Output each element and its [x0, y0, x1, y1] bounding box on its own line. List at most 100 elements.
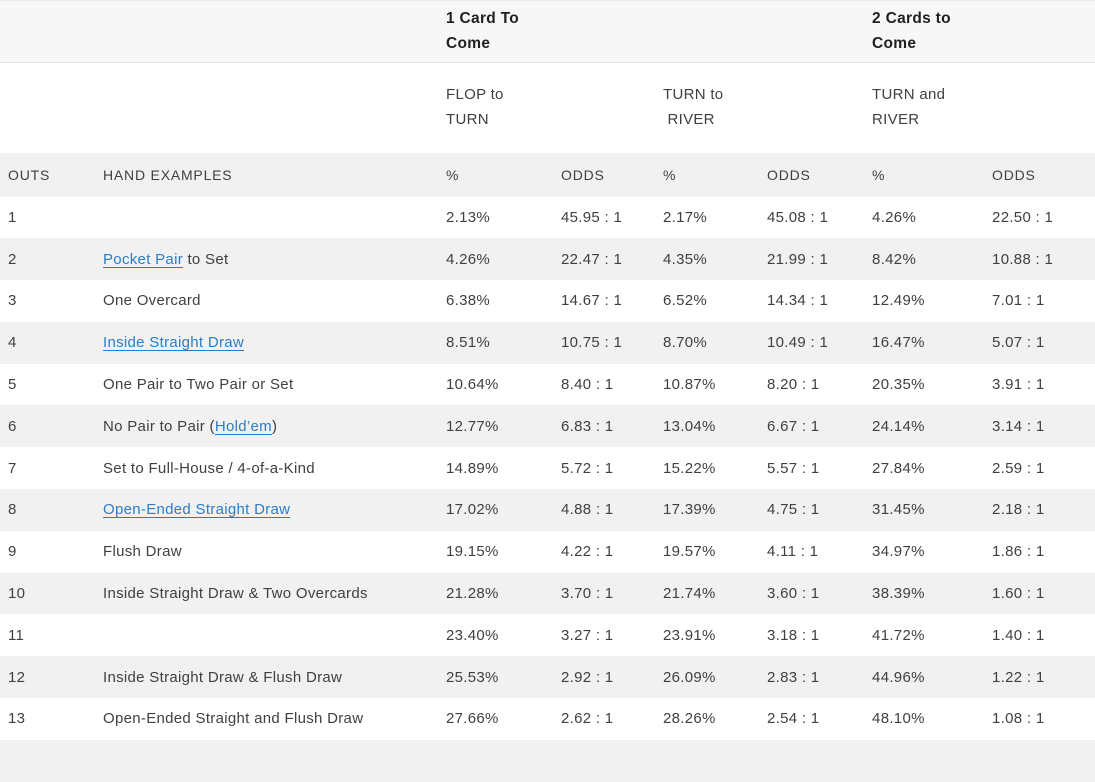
outs-cell: 3	[8, 292, 17, 310]
table-row: 2 Pocket Pair to Set 4.26% 22.47 : 1 4.3…	[0, 238, 1095, 281]
pct-turn-and-river-cell: 31.45%	[872, 501, 925, 519]
hand-example-text: )	[271, 417, 278, 435]
table-row	[0, 739, 1095, 782]
pct-turn-river-cell: 17.39%	[663, 501, 716, 519]
column-header-odds-turn-river: ODDS	[767, 166, 811, 183]
pct-turn-river-cell: 28.26%	[663, 710, 716, 728]
odds-turn-and-river-cell: 22.50 : 1	[992, 208, 1054, 226]
hand-example-cell: Inside Straight Draw & Two Overcards	[95, 573, 438, 615]
column-header-pct-turn-river: %	[663, 166, 677, 183]
outs-cell: 10	[8, 585, 26, 603]
pct-turn-and-river-cell: 12.49%	[872, 292, 925, 310]
hand-example-text: Inside Straight Draw & Flush Draw	[103, 668, 343, 686]
odds-turn-and-river-cell: 5.07 : 1	[992, 334, 1045, 352]
hand-example-text: Inside Straight Draw & Two Overcards	[103, 585, 368, 603]
hand-example-cell: One Overcard	[95, 280, 438, 322]
pct-turn-and-river-cell: 16.47%	[872, 334, 925, 352]
odds-flop-turn-cell: 8.40 : 1	[561, 376, 614, 394]
group-header-two-cards: 2 Cards to Come	[864, 0, 1095, 63]
hand-example-cell: Inside Straight Draw	[95, 322, 438, 364]
pct-turn-river-cell: 19.57%	[663, 543, 716, 561]
table-row: 12 Inside Straight Draw & Flush Draw 25.…	[0, 656, 1095, 699]
pct-flop-turn-cell: 8.51%	[446, 334, 491, 352]
column-header-pct-turn-and-river: %	[872, 166, 886, 183]
column-header-odds-flop-turn: ODDS	[561, 166, 605, 183]
clipped-next-row	[0, 739, 1095, 782]
pct-flop-turn-cell: 14.89%	[446, 459, 499, 477]
odds-turn-and-river-cell: 1.22 : 1	[992, 668, 1045, 686]
odds-flop-turn-cell: 45.95 : 1	[561, 208, 623, 226]
odds-flop-turn-cell: 22.47 : 1	[561, 250, 623, 268]
odds-turn-river-cell: 5.57 : 1	[767, 459, 820, 477]
turn-to-river-label: TURN to RIVER	[663, 86, 724, 128]
hand-example-text: Set to Full-House / 4-of-a-Kind	[103, 459, 315, 477]
hand-example-text: One Overcard	[103, 292, 201, 310]
odds-flop-turn-cell: 4.22 : 1	[561, 543, 614, 561]
hand-example-link[interactable]: Hold’em	[214, 417, 272, 435]
column-header-hand-examples: HAND EXAMPLES	[103, 166, 233, 183]
outs-cell: 5	[8, 376, 17, 394]
hand-example-cell: Open-Ended Straight Draw	[95, 489, 438, 531]
table-row: 13 Open-Ended Straight and Flush Draw 27…	[0, 698, 1095, 740]
hand-example-text: Flush Draw	[103, 543, 182, 561]
pct-turn-river-cell: 10.87%	[663, 376, 716, 394]
odds-turn-river-cell: 21.99 : 1	[767, 250, 829, 268]
odds-turn-river-cell: 8.20 : 1	[767, 376, 820, 394]
hand-example-text: Open-Ended Straight and Flush Draw	[103, 710, 364, 728]
table-row: 1 2.13% 45.95 : 1 2.17% 45.08 : 1 4.26% …	[0, 197, 1095, 239]
outs-cell: 8	[8, 501, 17, 519]
pct-turn-and-river-cell: 8.42%	[872, 250, 917, 268]
table-body: 1 2.13% 45.95 : 1 2.17% 45.08 : 1 4.26% …	[0, 197, 1095, 740]
table-row: 11 23.40% 3.27 : 1 23.91% 3.18 : 1 41.72…	[0, 614, 1095, 656]
hand-example-link[interactable]: Inside Straight Draw	[103, 334, 245, 352]
hand-example-cell: One Pair to Two Pair or Set	[95, 364, 438, 406]
pct-flop-turn-cell: 27.66%	[446, 710, 499, 728]
outs-cell: 13	[8, 710, 26, 728]
hand-example-link[interactable]: Open-Ended Straight Draw	[103, 501, 291, 519]
hand-example-cell: Flush Draw	[95, 531, 438, 573]
column-header-pct-flop-turn: %	[446, 166, 460, 183]
odds-turn-river-cell: 14.34 : 1	[767, 292, 829, 310]
odds-turn-river-cell: 10.49 : 1	[767, 334, 829, 352]
column-header-row: OUTS HAND EXAMPLES % ODDS % ODDS % ODDS	[0, 152, 1095, 197]
outs-cell: 11	[8, 626, 25, 644]
one-card-to-come-label: 1 Card To Come	[446, 9, 520, 52]
outs-cell: 4	[8, 334, 17, 352]
group-header-row: 1 Card To Come 2 Cards to Come	[0, 0, 1095, 63]
table-row: 4 Inside Straight Draw 8.51% 10.75 : 1 8…	[0, 321, 1095, 364]
street-header-turn-to-river: TURN to RIVER	[655, 63, 864, 153]
odds-flop-turn-cell: 2.92 : 1	[561, 668, 614, 686]
pct-flop-turn-cell: 21.28%	[446, 585, 499, 603]
pct-turn-and-river-cell: 27.84%	[872, 459, 925, 477]
column-header-odds-turn-and-river: ODDS	[992, 166, 1036, 183]
street-header-flop-to-turn: FLOP to TURN	[438, 63, 655, 153]
pct-turn-river-cell: 4.35%	[663, 250, 708, 268]
outs-cell: 6	[8, 417, 17, 435]
table-row: 10 Inside Straight Draw & Two Overcards …	[0, 572, 1095, 615]
odds-flop-turn-cell: 3.27 : 1	[561, 626, 614, 644]
table-row: 6 No Pair to Pair (Hold’em) 12.77% 6.83 …	[0, 405, 1095, 448]
pct-turn-and-river-cell: 48.10%	[872, 710, 925, 728]
pct-flop-turn-cell: 4.26%	[446, 250, 491, 268]
odds-turn-and-river-cell: 3.91 : 1	[992, 376, 1045, 394]
odds-flop-turn-cell: 5.72 : 1	[561, 459, 614, 477]
pct-turn-river-cell: 8.70%	[663, 334, 708, 352]
table-row: 9 Flush Draw 19.15% 4.22 : 1 19.57% 4.11…	[0, 531, 1095, 573]
odds-turn-river-cell: 6.67 : 1	[767, 417, 820, 435]
table-header: 1 Card To Come 2 Cards to Come FLOP to T…	[0, 0, 1095, 197]
hand-example-link[interactable]: Pocket Pair	[103, 250, 183, 268]
hand-example-text: to Set	[183, 250, 229, 268]
pct-turn-river-cell: 23.91%	[663, 626, 716, 644]
odds-turn-and-river-cell: 7.01 : 1	[992, 292, 1045, 310]
odds-turn-and-river-cell: 1.08 : 1	[992, 710, 1045, 728]
odds-turn-river-cell: 4.11 : 1	[767, 543, 819, 561]
outs-cell: 2	[8, 250, 17, 268]
hand-example-cell: Inside Straight Draw & Flush Draw	[95, 656, 438, 698]
odds-turn-and-river-cell: 1.60 : 1	[992, 585, 1045, 603]
table-row: 8 Open-Ended Straight Draw 17.02% 4.88 :…	[0, 489, 1095, 531]
pct-turn-and-river-cell: 41.72%	[872, 626, 925, 644]
odds-turn-and-river-cell: 3.14 : 1	[992, 417, 1045, 435]
odds-turn-river-cell: 45.08 : 1	[767, 208, 829, 226]
